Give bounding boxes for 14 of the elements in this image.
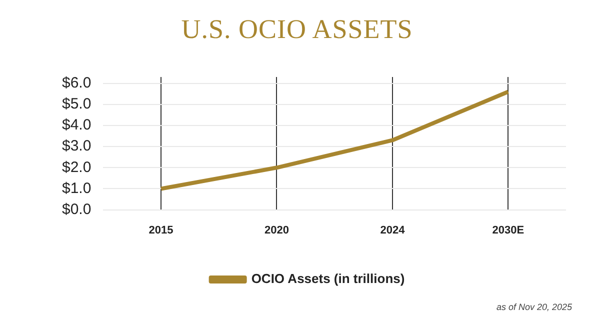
y-tick-label: $3.0 bbox=[62, 138, 92, 155]
y-tick-label: $5.0 bbox=[62, 96, 92, 113]
x-tick-label: 2020 bbox=[264, 224, 289, 236]
legend-label: OCIO Assets (in trillions) bbox=[251, 271, 405, 286]
y-tick-label: $2.0 bbox=[62, 158, 92, 176]
x-tick-label: 2015 bbox=[148, 224, 174, 236]
chart-title: U.S. OCIO ASSETS bbox=[180, 13, 414, 46]
y-tick-label: $1.0 bbox=[62, 180, 92, 197]
x-tick-label: 2024 bbox=[380, 224, 406, 236]
x-tick-label: 2030E bbox=[492, 224, 524, 236]
y-tick-label: $6.0 bbox=[62, 74, 92, 92]
y-tick-label: $4.0 bbox=[62, 116, 92, 134]
text: as of Nov 20, 2025 bbox=[496, 302, 572, 312]
y-tick-label: $0.0 bbox=[62, 200, 92, 218]
